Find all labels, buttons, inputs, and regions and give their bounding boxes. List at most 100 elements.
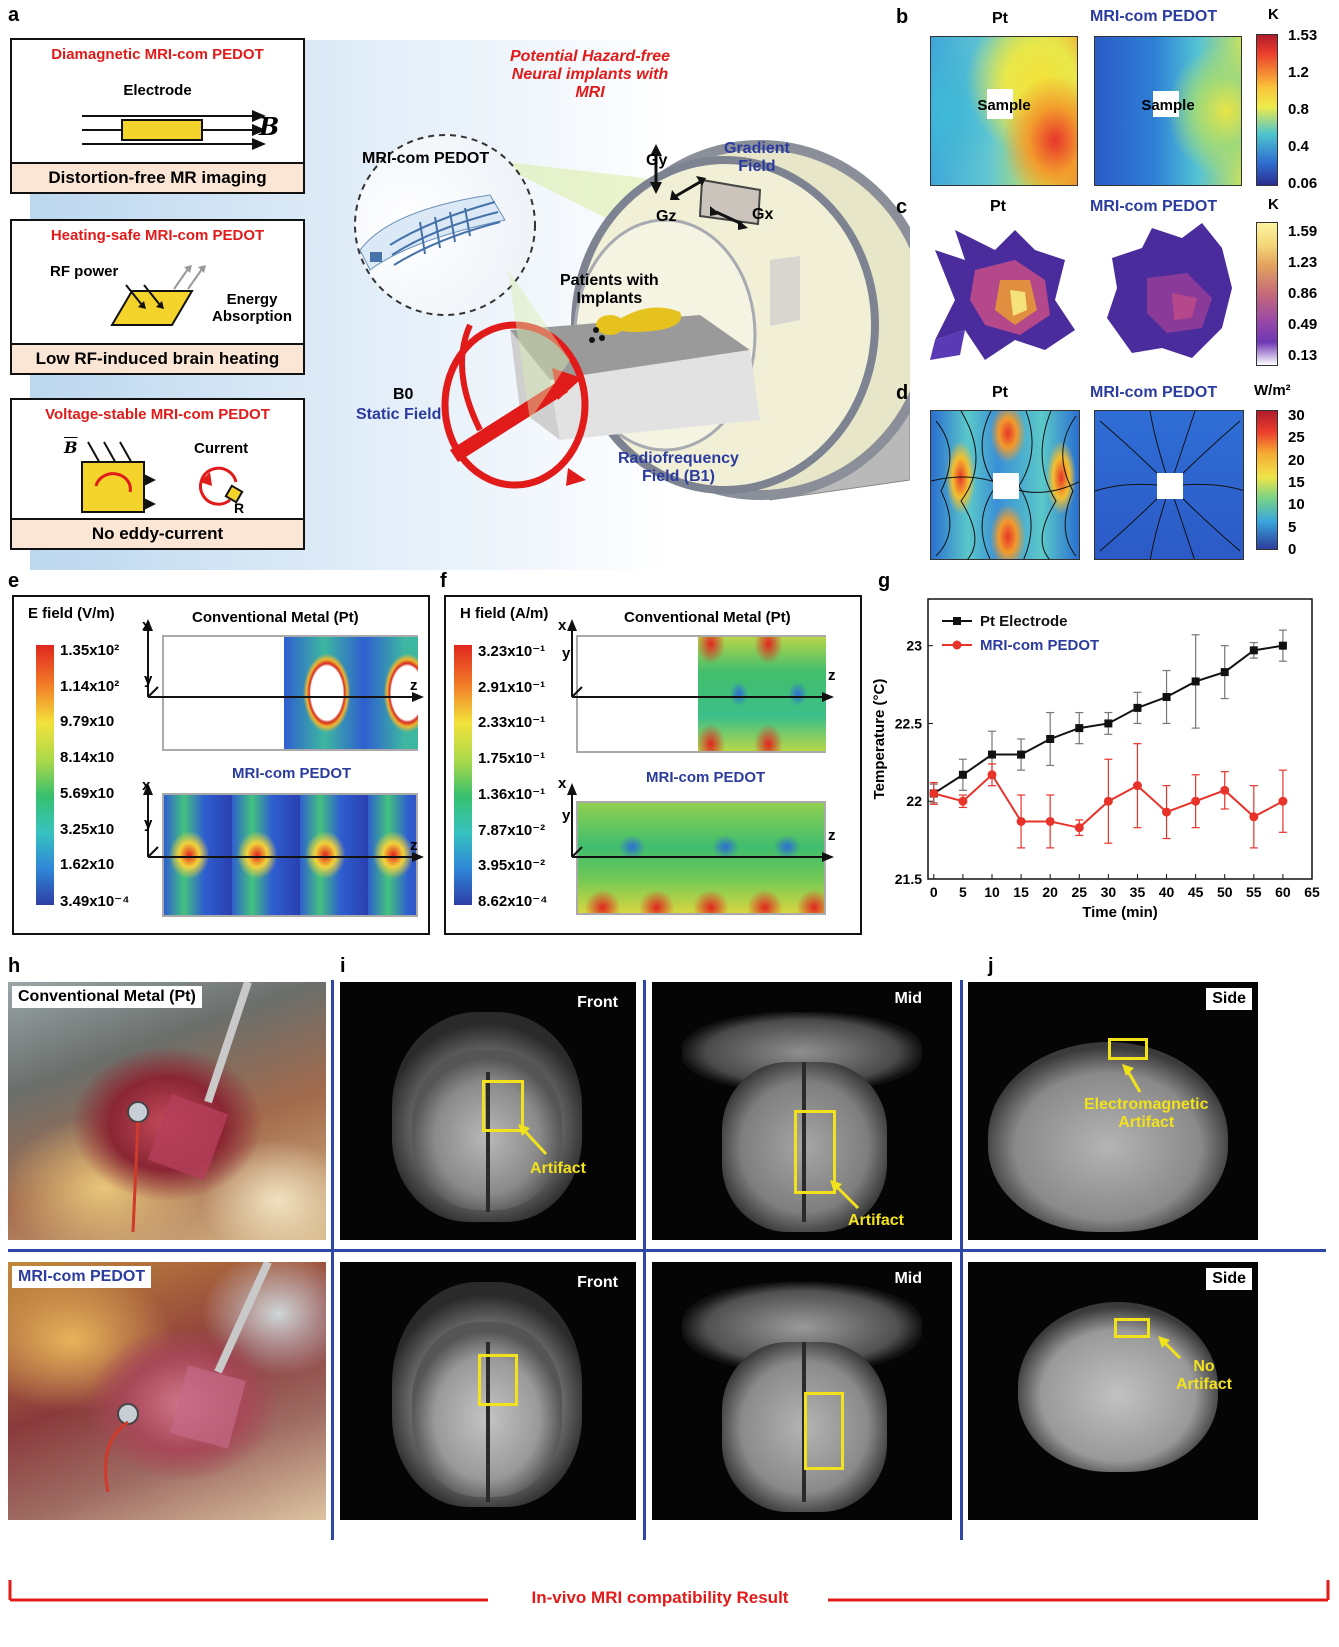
f-axis-y: y [562,645,571,662]
no-text: No [1193,1358,1215,1375]
d-tick-label: 20 [1288,451,1305,469]
x-tick-label: 5 [959,884,967,900]
f-tick-label: 1.75x10⁻¹ [478,750,546,768]
box-title: Heating-safe MRI-com PEDOT [50,227,265,244]
divider-vertical-1 [331,980,334,1540]
sample-label: Sample [977,97,1031,114]
data-point [929,788,939,798]
em-text-2: Artifact [1118,1114,1175,1131]
f-axes [567,619,834,862]
i-mid-pedot: Mid [652,1262,952,1520]
panel-label-h: h [8,955,21,977]
e-pt-tube [162,635,418,751]
data-point [1278,641,1287,650]
x-axis-label: Time (min) [1082,904,1158,921]
b-tick-label: 1.2 [1288,64,1309,81]
c-colorbar-unit: K [1268,196,1279,213]
d-tick-label: 15 [1288,474,1305,491]
panel-label-f: f [440,570,447,592]
em-text-1: Electromagnetic [1084,1096,1209,1113]
data-point [1249,812,1259,822]
d-pedot-streamline-map [1094,410,1244,560]
box-title: Voltage-stable MRI-com PEDOT [45,406,270,423]
e-pedot-tube [162,793,418,917]
b-pt-heatmap: Sample [930,36,1078,186]
x-tick-label: 20 [1042,884,1058,900]
d-right-title: MRI-com PEDOT [1090,384,1218,401]
h-photo-pt-details [127,982,252,1233]
artifact-arrow [518,1124,548,1156]
b-tick-label: 0.06 [1288,175,1318,192]
panel-label-i: i [340,955,346,977]
e-bottom-title: MRI-com PEDOT [232,765,352,782]
y-tick-label: 22 [906,793,922,809]
box-title: Diamagnetic MRI-com PEDOT [51,46,264,63]
artifact-box [482,1080,524,1132]
absorption-text: Absorption [212,308,292,325]
eddy-current-icon [81,441,156,513]
b-tick-label: 0.8 [1288,101,1309,118]
d-colorbar-unit: W/m² [1254,382,1291,399]
data-point [1162,693,1171,701]
no-artifact-label: No Artifact [1176,1358,1232,1394]
f-pt-tube [576,635,826,753]
b-field-symbol: B [64,438,78,457]
footer-bracket [8,1580,1330,1602]
rf-text-2: Field (B1) [642,468,715,485]
data-point [1074,823,1084,833]
gx-label: Gx [752,206,774,223]
data-point [1132,781,1142,791]
x-tick-label: 30 [1101,884,1117,900]
h-photo-pt: Conventional Metal (Pt) [8,982,326,1240]
data-point [1278,796,1288,806]
i-front-pedot: Front [340,1262,636,1520]
data-point [1046,735,1055,743]
e-axis-x: x [142,777,151,794]
e-axis-y: y [144,815,153,832]
box-footer: Low RF-induced brain heating [12,343,303,373]
brain-side-shape [988,1042,1228,1232]
x-tick-label: 45 [1188,884,1204,900]
current-label: Current [194,440,249,457]
front-label: Front [577,994,618,1011]
data-point [1075,724,1084,733]
sample-square [1153,91,1179,117]
e-tick-label: 1.62x10 [60,856,115,874]
temperature-chart: 0 5 10 15 20 25 30 35 40 45 50 55 60 65 21.5 22 22.5 23 Ti… [871,598,1320,921]
side-label: Side [1206,988,1252,1010]
data-point [1191,796,1201,806]
midline [802,1062,806,1222]
c-tick-label: 1.23 [1288,254,1318,271]
c-pedot-3d-surface [1107,223,1232,358]
data-point [1017,750,1026,759]
e-axis-y: y [144,671,153,688]
gradient-text: Gradient [724,140,790,157]
y-axis-label: Temperature (°C) [871,679,888,800]
f-axis-z: z [828,667,836,684]
e-tick-label: 1.35x10² [60,642,120,659]
e-pt-field-map [284,637,418,749]
f-tick-label: 3.23x10⁻¹ [478,643,546,660]
current-loop-icon [199,466,244,506]
panel-label-j: j [988,955,994,977]
panel-label-c: c [896,196,908,218]
c-tick-label: 1.59 [1288,223,1318,240]
data-point [958,796,968,806]
b-tick-label: 0.4 [1288,138,1309,155]
sample-square [1157,473,1183,499]
c-left-title: Pt [990,198,1006,215]
f-axis-x: x [558,617,567,634]
data-point [987,770,997,780]
field-text: Field [738,158,776,175]
d-tick-label: 10 [1288,496,1305,514]
panel-label-d: d [896,382,909,404]
mid-label: Mid [894,990,922,1007]
sample-label: Sample [1141,97,1195,114]
c-tick-label: 0.49 [1288,316,1318,333]
c-colorbar [1256,222,1278,366]
panel-e-box: E field (V/m) Conventional Metal (Pt) MR… [12,595,430,935]
e-axes [143,619,424,862]
panel-label-e: e [8,570,20,592]
x-tick-label: 65 [1304,884,1320,900]
f-tick-label: 3.95x10⁻² [478,857,546,875]
